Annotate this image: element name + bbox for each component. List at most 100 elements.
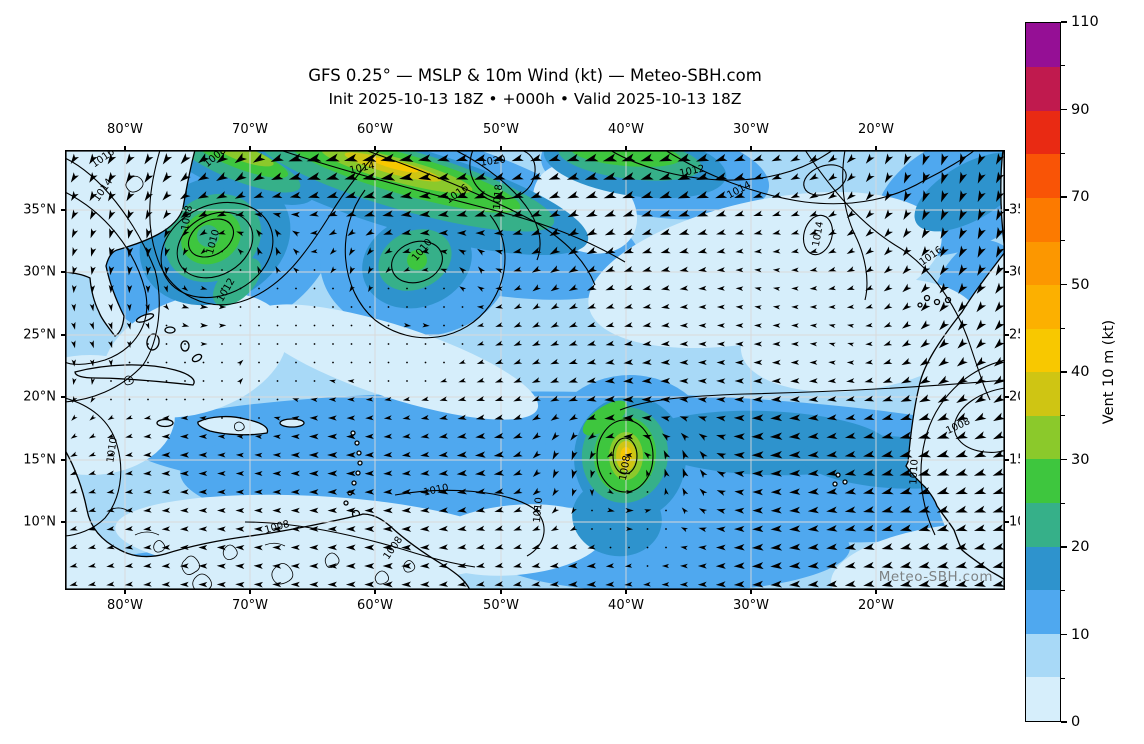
colorbar-tick xyxy=(1061,152,1065,154)
isobar-label: 1014 xyxy=(349,160,376,176)
x-tick-label-top: 40°W xyxy=(608,122,644,137)
land-canary-islands xyxy=(917,294,952,308)
land-puerto-rico xyxy=(279,418,305,428)
colorbar-segment xyxy=(1026,284,1060,329)
tick-mark xyxy=(1005,271,1009,273)
y-tick-label-left: 10°N xyxy=(23,514,56,530)
x-tick-label-bottom: 80°W xyxy=(107,598,143,613)
y-tick-label-left: 30°N xyxy=(23,264,56,280)
isobar-label: 1014 xyxy=(811,221,826,248)
isobar-labels: 1016101410081008101010121014101610181020… xyxy=(90,150,972,562)
tick-mark xyxy=(249,590,251,594)
tick-mark xyxy=(1005,334,1009,336)
tick-mark xyxy=(1005,521,1009,523)
tick-mark xyxy=(500,590,502,594)
colorbar-segment xyxy=(1026,458,1060,504)
terrain-contour-clutter xyxy=(109,175,416,590)
x-tick-label-bottom: 40°W xyxy=(608,598,644,613)
tick-mark xyxy=(61,521,65,523)
colorbar-tick-label: 0 xyxy=(1071,714,1081,730)
x-tick-label-top: 50°W xyxy=(483,122,519,137)
y-tick-label-left: 15°N xyxy=(23,452,56,468)
colorbar-tick xyxy=(1061,721,1067,723)
tick-mark xyxy=(374,590,376,594)
x-tick-label-top: 70°W xyxy=(232,122,268,137)
tick-mark xyxy=(1005,396,1009,398)
colorbar-tick xyxy=(1061,21,1067,23)
map-frame xyxy=(65,150,1005,590)
title-block: GFS 0.25° — MSLP & 10m Wind (kt) — Meteo… xyxy=(65,64,1005,110)
x-tick-label-bottom: 20°W xyxy=(858,598,894,613)
colorbar-tick-label: 70 xyxy=(1071,189,1090,205)
y-tick-label-left: 25°N xyxy=(23,327,56,343)
tick-mark xyxy=(625,590,627,594)
isobar-label: 1010 xyxy=(908,459,920,485)
x-tick-label-top: 60°W xyxy=(357,122,393,137)
colorbar-tick xyxy=(1061,590,1065,592)
colorbar-segment xyxy=(1026,23,1060,68)
tick-mark xyxy=(124,590,126,594)
colorbar-tick xyxy=(1061,546,1067,548)
map-svg: 1016101410081008101010121014101610181020… xyxy=(65,150,1005,590)
colorbar-segment xyxy=(1026,197,1060,242)
colorbar-tick-label: 30 xyxy=(1071,451,1090,468)
colorbar-segment xyxy=(1026,110,1060,155)
colorbar-segment xyxy=(1026,66,1060,111)
tick-mark xyxy=(124,146,126,150)
tick-mark xyxy=(750,146,752,150)
colorbar-segment xyxy=(1026,502,1060,547)
map-canvas: 1016101410081008101010121014101610181020… xyxy=(65,150,1005,590)
colorbar-tick xyxy=(1061,108,1067,111)
low1-core-hollow xyxy=(197,225,219,247)
colorbar-tick-label: 20 xyxy=(1071,539,1090,555)
isobar-label: 1008 xyxy=(618,455,633,482)
colorbar-tick xyxy=(1061,240,1065,242)
chart-subtitle: Init 2025-10-13 18Z • +000h • Valid 2025… xyxy=(328,89,742,108)
colorbar-tick-label: 10 xyxy=(1071,626,1090,643)
colorbar-segment xyxy=(1026,546,1060,591)
tick-mark xyxy=(1005,459,1009,461)
tick-mark xyxy=(1005,209,1009,211)
colorbar xyxy=(1025,22,1061,722)
chart-title: GFS 0.25° — MSLP & 10m Wind (kt) — Meteo… xyxy=(308,66,762,85)
tick-mark xyxy=(249,146,251,150)
colorbar-tick xyxy=(1061,458,1067,461)
tick-mark xyxy=(61,334,65,336)
colorbar-tick-label: 110 xyxy=(1071,14,1099,30)
tick-mark xyxy=(61,459,65,461)
colorbar-tick-label: 90 xyxy=(1071,101,1090,118)
colorbar-tick xyxy=(1061,677,1065,679)
x-tick-label-bottom: 70°W xyxy=(232,598,268,613)
x-tick-label-top: 80°W xyxy=(107,122,143,137)
land-cuba xyxy=(74,364,195,386)
colorbar-segment xyxy=(1026,241,1060,286)
y-tick-label-right: 30°N xyxy=(1009,264,1020,280)
x-tick-label-top: 30°W xyxy=(733,122,769,137)
land-cape-verde xyxy=(832,472,848,487)
isobar-label: 1010 xyxy=(105,437,119,464)
colorbar-segment xyxy=(1026,415,1060,460)
y-tick-label-right: 35°N xyxy=(1009,202,1020,218)
colorbar-tick xyxy=(1061,415,1065,417)
isobar-label: 1010 xyxy=(423,482,450,498)
colorbar-tick xyxy=(1061,283,1067,286)
tick-mark xyxy=(625,146,627,150)
tick-mark xyxy=(61,209,65,211)
tick-mark xyxy=(61,396,65,398)
colorbar-segment xyxy=(1026,676,1060,721)
colorbar-tick xyxy=(1061,502,1065,504)
tick-mark xyxy=(61,271,65,273)
wind-vector-arrows xyxy=(69,152,1005,588)
tick-mark xyxy=(875,590,877,594)
y-tick-label-right: 15°N xyxy=(1009,452,1020,468)
colorbar-segment xyxy=(1026,153,1060,198)
isobar-contours xyxy=(65,150,1005,568)
y-tick-label-left: 20°N xyxy=(23,389,56,405)
y-tick-label-right: 25°N xyxy=(1009,327,1020,343)
y-tick-label-right: 10°N xyxy=(1009,514,1020,530)
colorbar-segment xyxy=(1026,589,1060,634)
colorbar-segment xyxy=(1026,371,1060,416)
land-bahamas xyxy=(135,313,203,363)
colorbar-axis-label: Vent 10 m (kt) xyxy=(1101,319,1117,425)
x-tick-label-bottom: 30°W xyxy=(733,598,769,613)
